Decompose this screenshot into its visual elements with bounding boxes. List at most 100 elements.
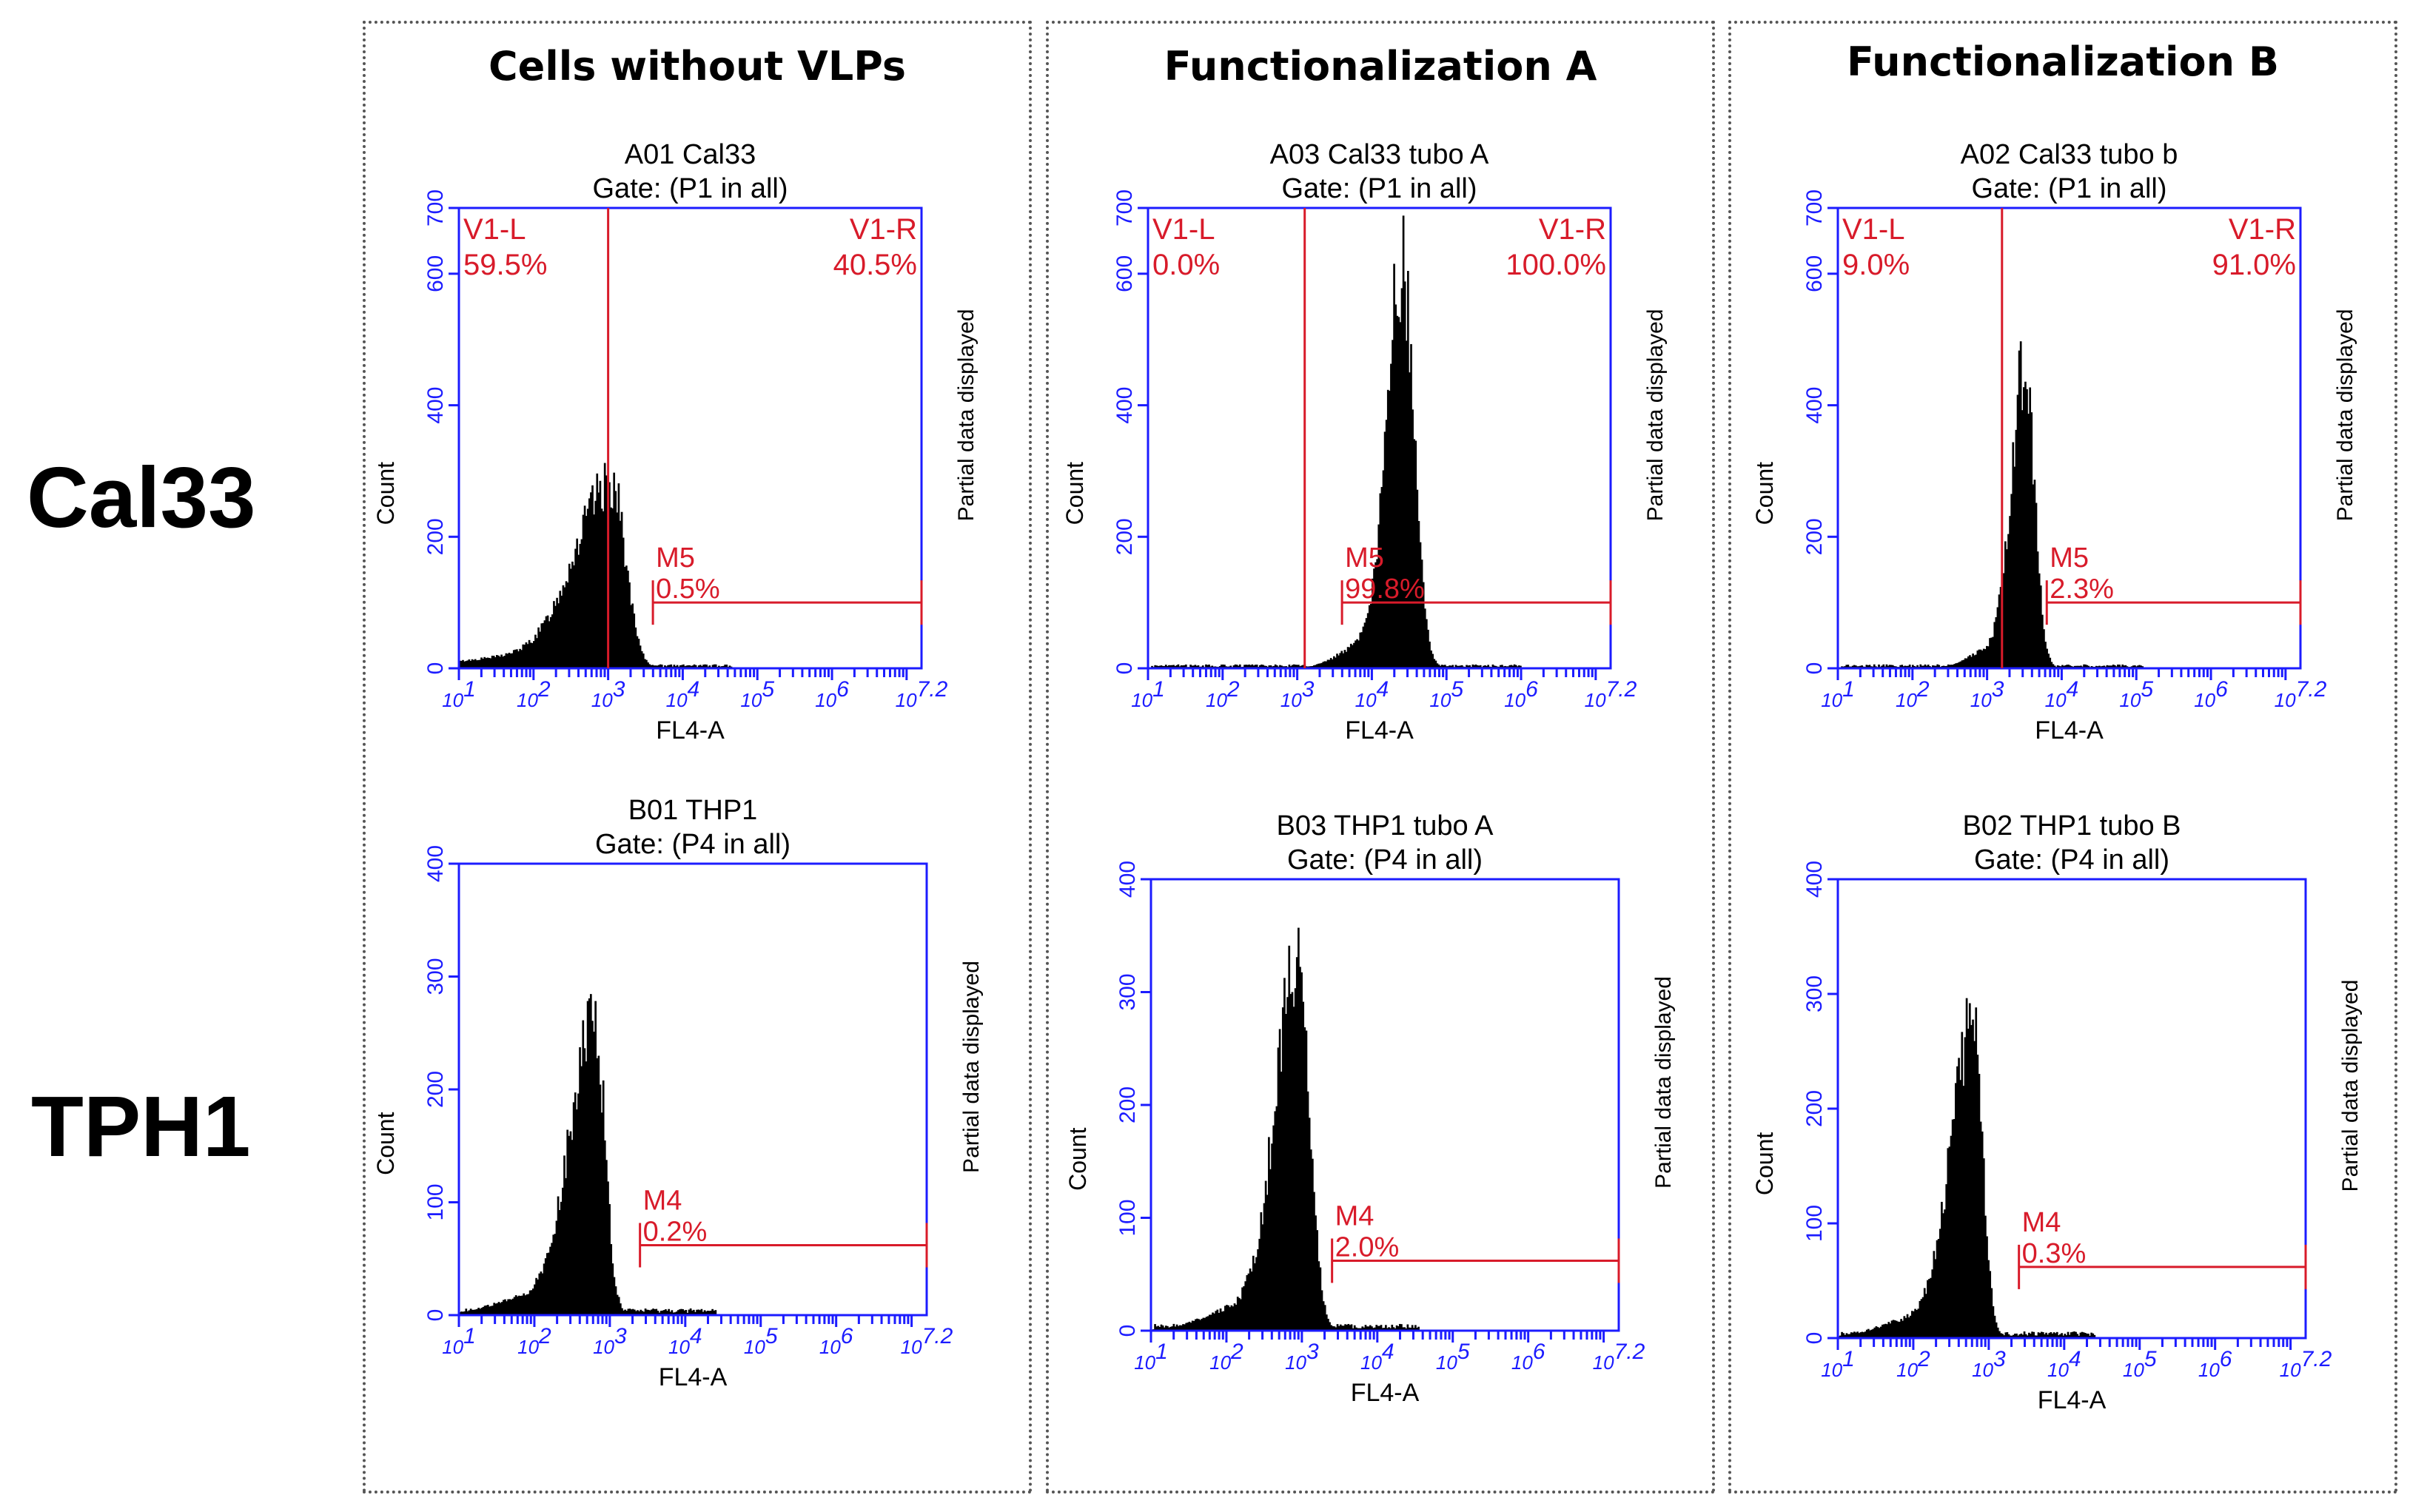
histogram-bar bbox=[483, 656, 486, 668]
histogram-bar bbox=[619, 1303, 622, 1315]
histogram-bar bbox=[1333, 656, 1335, 668]
histogram-bar bbox=[1847, 1334, 1850, 1338]
histogram-bar bbox=[496, 655, 498, 668]
histogram-bar bbox=[1473, 665, 1476, 668]
histogram-bar bbox=[1157, 665, 1160, 668]
histogram-bar bbox=[2007, 534, 2010, 668]
histogram-bar bbox=[472, 659, 475, 668]
histogram-bar bbox=[1219, 1308, 1222, 1331]
histogram-bar bbox=[1302, 665, 1305, 668]
histogram-bar bbox=[635, 1311, 637, 1315]
histogram-bar bbox=[583, 1048, 586, 1315]
histogram-bar bbox=[477, 1308, 480, 1315]
histogram-bar bbox=[1168, 1327, 1170, 1331]
histogram-bar bbox=[2049, 657, 2052, 668]
histogram-bar bbox=[600, 1112, 603, 1315]
histogram-bar bbox=[2085, 1333, 2088, 1338]
histogram-bar bbox=[1383, 431, 1386, 668]
marker-value: 99.8% bbox=[1345, 574, 1425, 605]
histogram-bar bbox=[543, 620, 546, 668]
histogram-bar bbox=[1243, 1286, 1245, 1331]
histogram-bar bbox=[1436, 663, 1439, 668]
histogram-bar bbox=[2029, 387, 2032, 668]
histogram-bar bbox=[1163, 1327, 1166, 1331]
histogram-bar bbox=[530, 1290, 533, 1315]
histogram-bar bbox=[486, 1305, 489, 1315]
x-tick-label: 106 bbox=[2198, 1347, 2232, 1381]
histogram-bar bbox=[630, 605, 632, 668]
histogram-bar bbox=[1867, 1328, 1870, 1338]
histogram-bar bbox=[1990, 1288, 1993, 1338]
histogram-bar bbox=[522, 644, 525, 668]
histogram-bar bbox=[1859, 665, 1862, 668]
histogram-bar bbox=[1229, 1307, 1232, 1331]
x-tick-label: 105 bbox=[1429, 677, 1463, 711]
x-tick-label: 102 bbox=[517, 677, 551, 711]
histogram-bar bbox=[1878, 664, 1880, 668]
histogram-bar bbox=[1330, 1325, 1332, 1331]
y-tick-label: 200 bbox=[423, 1071, 448, 1108]
histogram-bar bbox=[662, 1310, 665, 1315]
histogram-bar bbox=[1913, 1311, 1915, 1338]
histogram-bar bbox=[1900, 1319, 1902, 1338]
histogram-bar bbox=[677, 1310, 679, 1315]
histogram-bar bbox=[1322, 1301, 1325, 1331]
histogram-bar bbox=[2044, 642, 2047, 668]
histogram-bar bbox=[482, 1306, 485, 1315]
histogram-bar bbox=[468, 659, 471, 668]
chart-title: A02 Cal33 tubo b bbox=[1961, 139, 2178, 170]
histogram-bar bbox=[1388, 1327, 1390, 1331]
histogram-bar bbox=[506, 653, 509, 668]
histogram-bar bbox=[1350, 1324, 1353, 1331]
marker-label: M5 bbox=[2050, 542, 2089, 574]
histogram-bar bbox=[471, 1309, 474, 1315]
histogram-bar bbox=[511, 1298, 514, 1315]
y-tick-label: 700 bbox=[1802, 189, 1827, 226]
histogram-bar bbox=[2076, 1334, 2079, 1338]
histogram-bar bbox=[1355, 640, 1357, 668]
histogram-bar bbox=[1368, 605, 1371, 668]
histogram-bar bbox=[476, 1308, 478, 1315]
histogram-bar bbox=[1905, 665, 1908, 668]
histogram-bar bbox=[725, 665, 728, 668]
histogram-bar bbox=[636, 636, 639, 668]
histogram-bar bbox=[1199, 1320, 1202, 1331]
partial-data-label: Partial data displayed bbox=[959, 961, 984, 1173]
histogram-bar bbox=[1339, 653, 1342, 668]
histogram-bar bbox=[576, 1109, 578, 1315]
histogram-bar bbox=[651, 1309, 653, 1315]
histogram-bar bbox=[2086, 665, 2089, 668]
histogram-bar bbox=[1274, 664, 1277, 668]
histogram-bar bbox=[2073, 1331, 2075, 1338]
histogram-bar bbox=[556, 597, 558, 668]
histogram-bar bbox=[1989, 638, 1991, 668]
histogram-bar bbox=[1234, 664, 1237, 668]
histogram-bar bbox=[2052, 664, 2055, 668]
histogram-bar bbox=[534, 1284, 536, 1315]
histogram-bar bbox=[499, 1303, 502, 1315]
histogram-bar bbox=[2019, 341, 2022, 668]
histogram-bar bbox=[1272, 665, 1275, 668]
histogram-bar bbox=[571, 561, 574, 668]
histogram-bar bbox=[594, 500, 597, 668]
histogram-bar bbox=[2083, 664, 2085, 668]
histogram-bar bbox=[1878, 1328, 1881, 1338]
histogram-bar bbox=[1269, 665, 1272, 668]
histogram-bar bbox=[1956, 1066, 1958, 1338]
y-tick-label: 400 bbox=[423, 845, 448, 882]
histogram-bar bbox=[1238, 664, 1241, 668]
histogram-bar bbox=[685, 1309, 688, 1315]
x-tick-label: 105 bbox=[744, 1324, 778, 1358]
histogram-bar bbox=[1367, 1326, 1370, 1331]
histogram-bar bbox=[1191, 1320, 1194, 1331]
histogram-bar bbox=[1862, 1332, 1865, 1338]
histogram-bar bbox=[1865, 665, 1868, 668]
histogram-bar bbox=[466, 660, 469, 668]
histogram-bar bbox=[1406, 1324, 1409, 1331]
histogram-bar bbox=[682, 1308, 684, 1315]
histogram-bar bbox=[1238, 1297, 1241, 1331]
histogram-bar bbox=[520, 1295, 522, 1315]
histogram-bar bbox=[1171, 1326, 1174, 1331]
histogram-bar bbox=[694, 665, 697, 668]
y-axis-label: Count bbox=[1751, 1132, 1778, 1196]
